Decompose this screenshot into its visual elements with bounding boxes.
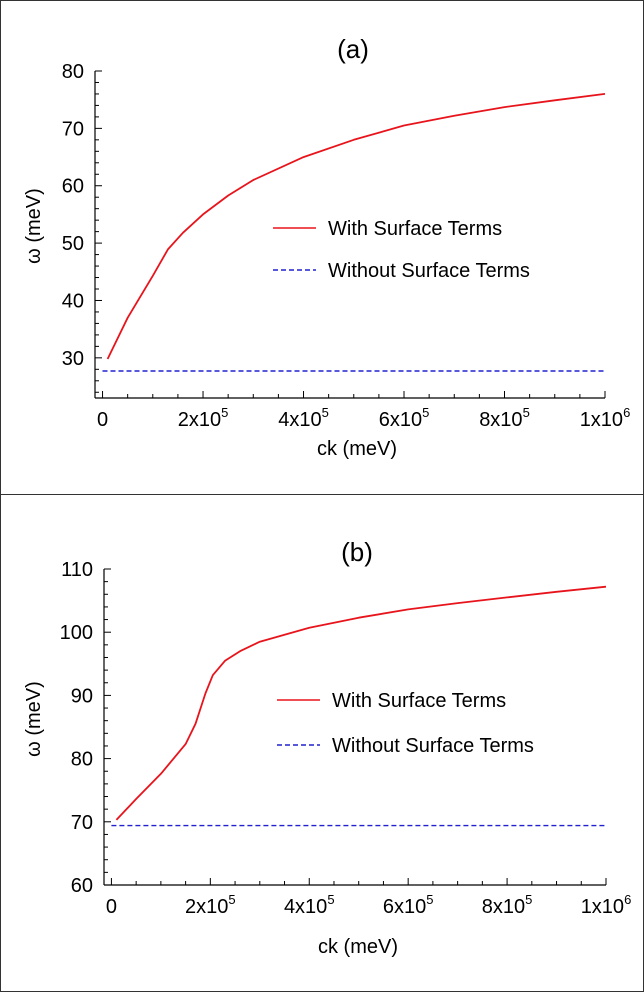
x-tick-label: 1x106 (580, 405, 631, 431)
x-axis-title: ck (meV) (317, 438, 397, 460)
tick-marks: 0 2x105 4x105 6x105 8x105 1x106 60 70 80 90 100 110 (60, 559, 632, 918)
chart-panel-b: (b) 0 2x105 4x105 6x105 8x105 1x106 60 70 80 90 10… (23, 537, 631, 958)
x-tick-label: 2x105 (185, 892, 236, 918)
legend: With Surface Terms Without Surface Terms (273, 218, 530, 282)
x-tick-label: 4x105 (278, 405, 329, 431)
y-axis-title: ω (meV) (23, 681, 45, 757)
y-tick-label: 40 (62, 290, 84, 312)
y-tick-label: 70 (71, 812, 93, 834)
y-tick-label: 60 (62, 176, 84, 198)
x-tick-label: 6x105 (379, 405, 430, 431)
legend-label-without-surface: Without Surface Terms (332, 735, 534, 757)
panel-label: (a) (337, 34, 369, 64)
y-tick-label: 80 (62, 61, 84, 83)
x-tick-label: 8x105 (482, 892, 533, 918)
y-tick-label: 100 (60, 622, 93, 644)
y-tick-label: 90 (71, 685, 93, 707)
x-tick-label: 0 (106, 896, 117, 918)
legend-label-with-surface: With Surface Terms (332, 690, 506, 712)
series-with-surface-terms (115, 585, 607, 821)
x-tick-label: 1x106 (581, 892, 632, 918)
y-tick-label: 30 (62, 348, 84, 370)
y-tick-label: 70 (62, 118, 84, 140)
x-tick-label: 6x105 (383, 892, 434, 918)
axes (103, 569, 606, 886)
tick-marks: 0 2x105 4x105 6x105 8x105 1x106 30 40 50 60 70 80 (62, 61, 631, 431)
series-with-surface-terms (106, 93, 606, 360)
y-tick-label: 50 (62, 233, 84, 255)
y-tick-label: 110 (61, 559, 93, 581)
series-layer (102, 93, 606, 372)
legend-label-without-surface: Without Surface Terms (328, 260, 530, 282)
x-tick-label: 0 (97, 409, 108, 431)
x-tick-label: 8x105 (479, 405, 530, 431)
series-layer (111, 585, 607, 827)
legend-label-with-surface: With Surface Terms (328, 218, 502, 240)
y-tick-label: 80 (71, 749, 93, 771)
axes (94, 71, 605, 399)
x-tick-label: 4x105 (284, 892, 335, 918)
panel-label: (b) (341, 537, 373, 567)
x-axis-title: ck (meV) (318, 936, 398, 958)
legend: With Surface Terms Without Surface Terms (277, 690, 534, 757)
y-axis-title: ω (meV) (23, 188, 45, 264)
y-tick-label: 60 (71, 875, 93, 897)
x-tick-label: 2x105 (178, 405, 229, 431)
chart-panel-a: (a) 0 2x105 4x105 6x105 8x105 1x106 30 40 50 60 70… (23, 34, 630, 460)
